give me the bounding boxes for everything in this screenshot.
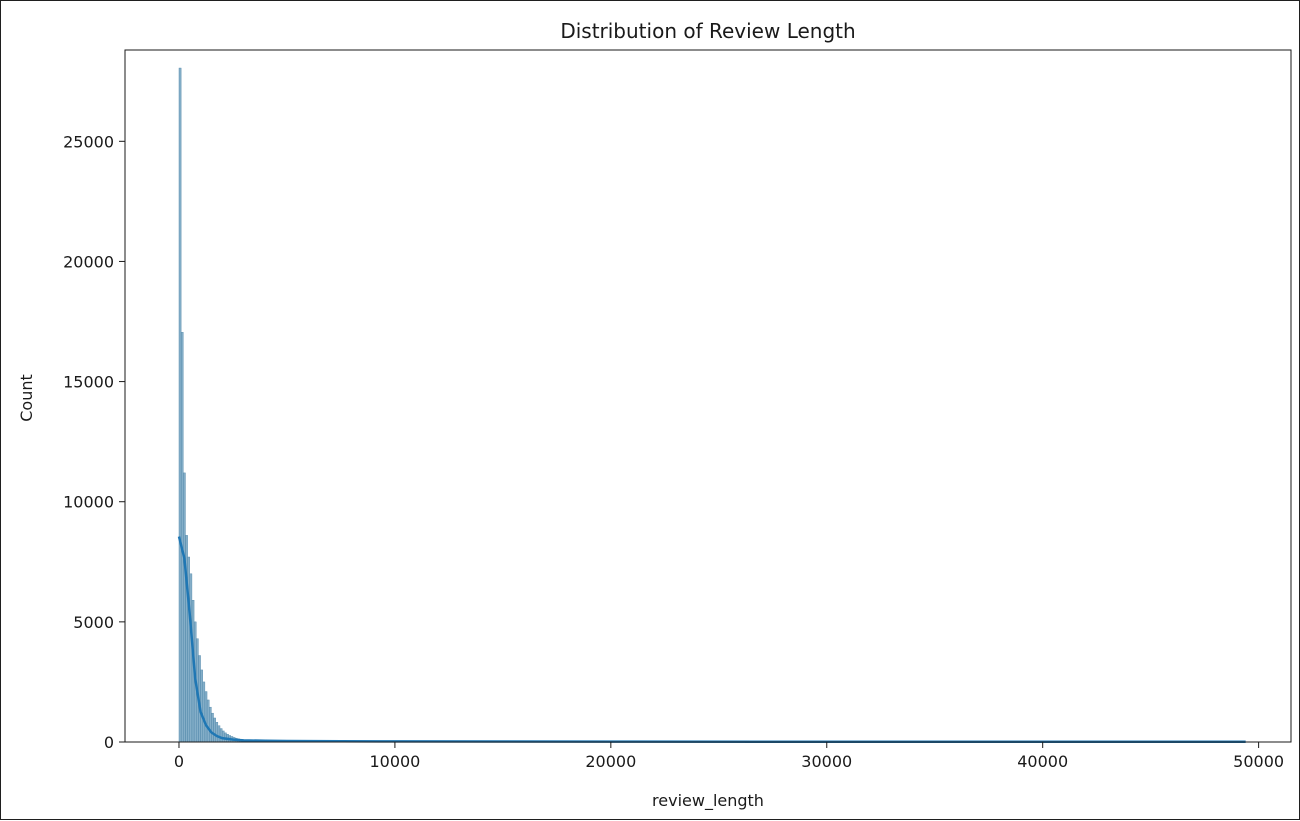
histogram-bar — [181, 332, 183, 742]
x-tick-label: 10000 — [369, 752, 420, 771]
histogram-bar — [207, 700, 209, 742]
histogram-bar — [209, 707, 211, 742]
x-axis-ticks: 0 10000 20000 30000 40000 50000 — [174, 742, 1284, 771]
y-axis-label: Count — [17, 374, 36, 422]
histogram-bar — [201, 670, 203, 742]
y-tick-label: 10000 — [63, 493, 114, 512]
x-axis-label: review_length — [652, 791, 764, 811]
histogram-bar — [183, 473, 185, 742]
histogram-bar — [190, 574, 192, 742]
x-tick-label: 20000 — [585, 752, 636, 771]
histogram-bar — [216, 722, 218, 742]
histogram-bar — [222, 731, 224, 742]
y-tick-label: 5000 — [73, 613, 114, 632]
y-axis-ticks: 0 5000 10000 15000 20000 25000 — [63, 132, 125, 752]
x-tick-label: 30000 — [801, 752, 852, 771]
histogram-bar — [220, 729, 222, 742]
histogram-bar — [211, 713, 213, 742]
y-tick-label: 20000 — [63, 252, 114, 271]
y-tick-label: 15000 — [63, 373, 114, 392]
x-tick-label: 0 — [174, 752, 184, 771]
x-tick-label: 50000 — [1233, 752, 1284, 771]
x-tick-label: 40000 — [1017, 752, 1068, 771]
histogram-bar — [214, 718, 216, 742]
histogram-bar — [205, 692, 207, 742]
y-tick-label: 25000 — [63, 132, 114, 151]
histogram-bar — [179, 68, 181, 742]
histogram-bar — [218, 726, 220, 742]
histogram-bar — [203, 682, 205, 742]
kde-line — [179, 537, 1246, 742]
chart-title: Distribution of Review Length — [560, 19, 855, 43]
y-tick-label: 0 — [104, 733, 114, 752]
plot-area-border — [125, 50, 1291, 742]
